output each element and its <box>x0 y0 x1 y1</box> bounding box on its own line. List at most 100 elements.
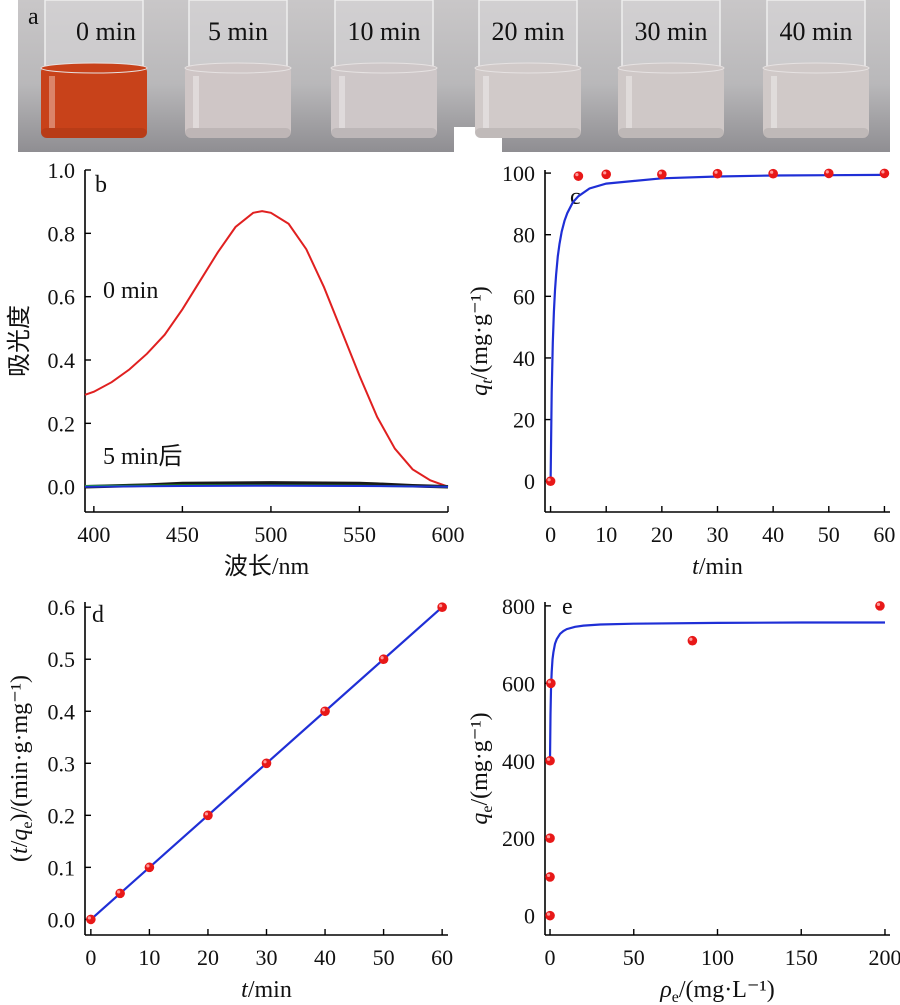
chart-c: 0 10 20 30 40 50 60 0 20 40 60 80 100 c t/min qt/(mg·g⁻… <box>467 161 895 580</box>
vial-glass <box>334 0 434 71</box>
vial-liquid <box>41 66 147 138</box>
data-point-shine <box>547 478 551 482</box>
y-tick-label: 0.6 <box>48 285 76 310</box>
data-point-shine <box>547 680 551 684</box>
y-tick-label: 0.4 <box>48 348 76 373</box>
y-tick-label: 100 <box>502 161 535 186</box>
data-point <box>545 910 555 921</box>
data-point-marker <box>545 872 555 882</box>
panel-b-letter: b <box>95 172 107 198</box>
data-point <box>879 168 890 179</box>
vial-base-shadow <box>763 128 869 138</box>
y-tick-label: 80 <box>513 223 535 248</box>
x-tick-label: 50 <box>623 945 645 970</box>
data-point-marker <box>545 910 555 921</box>
data-point-marker <box>601 169 612 180</box>
data-point <box>437 602 447 613</box>
vial-1: 5 min <box>184 0 292 138</box>
vial-meniscus <box>184 62 292 74</box>
data-point <box>545 755 555 766</box>
data-point <box>823 168 834 179</box>
data-point-shine <box>321 708 326 712</box>
data-point-shine <box>603 171 607 175</box>
figure-background <box>0 152 900 1005</box>
data-point-shine <box>575 173 579 177</box>
vial-label: 10 min <box>348 17 421 46</box>
data-point-marker <box>261 758 272 769</box>
data-point-shine <box>689 637 693 641</box>
data-point <box>768 168 778 179</box>
data-point <box>545 476 556 486</box>
vial-meniscus <box>40 62 148 74</box>
data-point-marker <box>823 168 834 179</box>
data-point-shine <box>876 602 881 606</box>
y-tick-label: 0 <box>524 904 535 929</box>
data-point <box>573 171 584 181</box>
data-point <box>320 706 330 717</box>
series-line-3 <box>84 484 449 488</box>
data-point <box>115 888 125 899</box>
data-point-shine <box>658 171 662 175</box>
data-point-marker <box>203 810 213 821</box>
x-tick-label: 50 <box>818 522 840 547</box>
x-tick-label: 200 <box>868 945 900 970</box>
vial-highlight <box>193 76 199 128</box>
chart-b-xlabel: 波长/nm <box>224 553 310 580</box>
x-tick-label: 30 <box>707 522 729 547</box>
data-point-marker <box>687 635 698 646</box>
vial-base-shadow <box>41 128 147 138</box>
data-point-marker <box>545 833 555 843</box>
x-tick-label: 0 <box>545 945 556 970</box>
x-tick-label: 20 <box>651 522 673 547</box>
x-tick-label: 10 <box>138 945 160 970</box>
fit-line <box>548 621 885 761</box>
y-tick-label: 800 <box>502 594 535 619</box>
data-point-shine <box>714 170 718 174</box>
vial-meniscus <box>330 62 438 74</box>
data-point-marker <box>657 169 667 180</box>
x-tick-label: 30 <box>256 945 278 970</box>
x-tick-label: 400 <box>77 522 110 547</box>
chart-e: 0 50 100 150 200 0 200 400 600 800 e ρe/(mg·L⁻¹) qe/… <box>467 594 900 1005</box>
data-point-marker <box>546 678 556 689</box>
y-tick-label: 0.5 <box>48 647 76 672</box>
chart-d-ylabel: (t/qe)/(min·g·mg⁻¹) <box>7 675 36 862</box>
x-tick-label: 10 <box>595 522 617 547</box>
y-tick-label: 0.3 <box>48 751 76 776</box>
vial-meniscus <box>762 62 870 74</box>
y-tick-label: 0 <box>524 469 535 494</box>
data-point <box>86 914 96 925</box>
vial-glass <box>478 0 578 71</box>
y-tick-label: 0.0 <box>48 475 76 500</box>
data-point-shine <box>204 812 209 816</box>
data-point-shine <box>546 835 551 839</box>
panel-c-letter: c <box>570 184 581 210</box>
x-tick-label: 60 <box>873 522 895 547</box>
x-tick-label: 0 <box>545 522 556 547</box>
fit-line <box>549 173 885 482</box>
y-tick-label: 200 <box>502 826 535 851</box>
x-tick-label: 20 <box>197 945 219 970</box>
y-tick-label: 60 <box>513 284 535 309</box>
data-point-shine <box>263 760 267 764</box>
chart-d: 0 10 20 30 40 50 60 0.0 0.1 0.2 0.3 0.4 0.5 0.6 d t/min… <box>7 595 453 1003</box>
x-tick-label: 500 <box>254 522 287 547</box>
chart-b-ylabel: 吸光度 <box>6 305 33 377</box>
y-tick-label: 600 <box>502 671 535 696</box>
data-point-shine <box>881 170 885 174</box>
vial-base-shadow <box>475 128 581 138</box>
data-point-marker <box>545 476 556 486</box>
vial-liquid <box>618 66 724 138</box>
data-point-shine <box>117 890 121 894</box>
data-point <box>378 654 389 665</box>
data-point-marker <box>545 755 555 766</box>
vial-glass <box>188 0 288 71</box>
data-point <box>545 872 555 882</box>
data-point-marker <box>320 706 330 717</box>
panel-a-letter: a <box>28 4 39 30</box>
y-tick-label: 0.2 <box>48 803 76 828</box>
series-line-1 <box>84 481 449 489</box>
vial-liquid <box>185 66 291 138</box>
data-point-marker <box>378 654 389 665</box>
data-point <box>875 601 885 611</box>
